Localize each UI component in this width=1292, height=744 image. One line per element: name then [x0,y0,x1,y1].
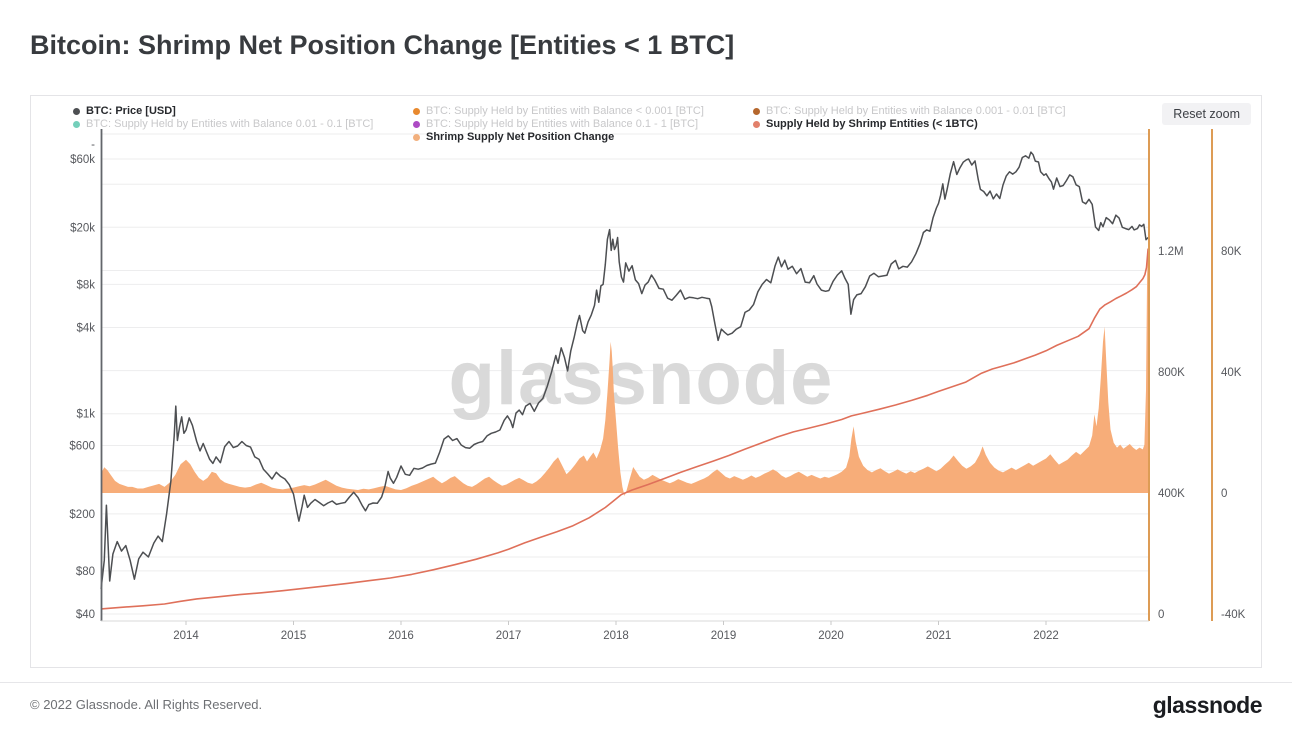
legend-item-supply-0001-001[interactable]: BTC: Supply Held by Entities with Balanc… [753,105,1173,118]
legend-dot-supply-0001-001 [753,108,760,115]
supply-tick-label: 1.2M [1158,246,1184,258]
legend-item-supply-001-01[interactable]: BTC: Supply Held by Entities with Balanc… [73,118,413,131]
net-tick-label: 80K [1221,246,1242,258]
price-tick-label: $20k [70,222,95,234]
legend: BTC: Price [USD] BTC: Supply Held by Enti… [73,105,1173,144]
price-tick-label: - [91,139,95,151]
year-tick-label: 2022 [1033,630,1059,642]
legend-item-supply-lt-0001[interactable]: BTC: Supply Held by Entities with Balanc… [413,105,753,118]
legend-dot-supply-shrimp [753,121,760,128]
reset-zoom-button[interactable]: Reset zoom [1162,103,1251,125]
supply-tick-label: 400K [1158,488,1185,500]
legend-item-supply-shrimp[interactable]: Supply Held by Shrimp Entities (< 1BTC) [753,118,1173,131]
net-tick-label: 0 [1221,488,1227,500]
legend-item-label: BTC: Supply Held by Entities with Balanc… [766,105,1066,117]
chart-svg[interactable]: glassnode - $60k $20k $8k $4k $1k $600 $200 $80 $4… [31,96,1259,665]
year-tick-label: 2021 [926,630,952,642]
legend-item-label: BTC: Supply Held by Entities with Balanc… [426,105,704,117]
glassnode-watermark: glassnode [449,336,834,421]
price-tick-label: $600 [69,441,95,453]
legend-dot-net-position-change [413,134,420,141]
year-tick-label: 2017 [496,630,522,642]
year-tick-label: 2019 [711,630,737,642]
supply-tick-label: 800K [1158,367,1185,379]
legend-item-supply-01-1[interactable]: BTC: Supply Held by Entities with Balanc… [413,118,753,131]
price-tick-label: $4k [76,323,95,335]
price-tick-label: $1k [76,409,95,421]
legend-dot-supply-lt-0001 [413,108,420,115]
legend-item-net-position-change[interactable]: Shrimp Supply Net Position Change [413,131,753,144]
price-tick-label: $200 [69,509,95,521]
copyright-text: © 2022 Glassnode. All Rights Reserved. [30,697,263,712]
year-tick-label: 2014 [173,630,199,642]
legend-item-btc-price[interactable]: BTC: Price [USD] [73,105,413,118]
year-tick-label: 2018 [603,630,629,642]
glassnode-logo: glassnode [1152,692,1263,718]
legend-item-label: BTC: Supply Held by Entities with Balanc… [426,118,699,130]
net-tick-label: -40K [1221,609,1246,621]
legend-item-label: BTC: Price [USD] [86,105,176,117]
footer-divider [0,682,1292,683]
net-position-area [101,251,1149,496]
year-tick-label: 2016 [388,630,414,642]
legend-dot-btc-price [73,108,80,115]
btc-price-line [100,151,1149,589]
shrimp-supply-line [101,248,1149,610]
page-title: Bitcoin: Shrimp Net Position Change [Ent… [30,30,735,60]
legend-dot-supply-001-01 [73,121,80,128]
year-tick-label: 2015 [281,630,307,642]
year-tick-label: 2020 [818,630,844,642]
chart-card: BTC: Price [USD] BTC: Supply Held by Enti… [30,95,1262,668]
supply-tick-label: 0 [1158,609,1164,621]
price-tick-label: $60k [70,154,95,166]
legend-item-label: Shrimp Supply Net Position Change [426,131,615,143]
price-tick-label: $40 [76,609,95,621]
legend-dot-supply-01-1 [413,121,420,128]
legend-item-label: Supply Held by Shrimp Entities (< 1BTC) [766,118,978,130]
legend-item-label: BTC: Supply Held by Entities with Balanc… [86,118,374,130]
price-tick-label: $80 [76,566,95,578]
price-tick-label: $8k [76,279,95,291]
net-tick-label: 40K [1221,367,1242,379]
